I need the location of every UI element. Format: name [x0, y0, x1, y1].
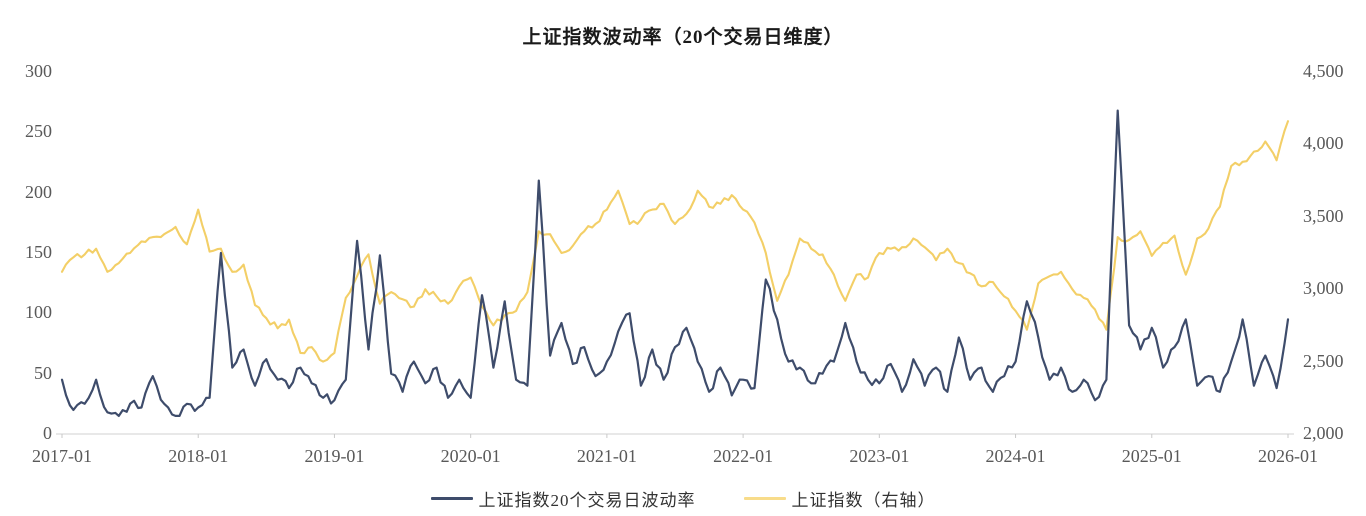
y-right-tick-label: 4,500	[1303, 61, 1344, 81]
index-legend-label: 上证指数（右轴）	[791, 491, 936, 510]
x-axis-tick-label: 2017-01	[32, 446, 92, 466]
volatility-line	[60, 109, 1290, 417]
x-axis-tick-label: 2021-01	[576, 446, 637, 466]
legend-item-volatility: 上证指数20个交易日波动率	[430, 486, 696, 511]
y-left-tick-label: 100	[25, 302, 52, 323]
x-axis-tick-label: 2022-01	[713, 446, 774, 466]
y-right-tick-label: 4,000	[1303, 133, 1344, 154]
x-axis-tick-label: 2023-01	[849, 446, 910, 466]
index-line	[60, 120, 1290, 363]
y-right-tick-label: 2,500	[1303, 350, 1344, 371]
legend-item-index: 上证指数（右轴）	[743, 486, 936, 511]
x-axis-tick-label: 2018-01	[168, 446, 229, 466]
y-left-tick-label: 0	[43, 423, 52, 443]
y-left-tick-label: 300	[25, 61, 52, 81]
x-axis-tick-label: 2019-01	[304, 446, 365, 466]
y-left-tick-label: 200	[25, 181, 52, 202]
y-left-tick-label: 250	[25, 121, 52, 142]
index-legend-swatch-icon	[743, 497, 786, 500]
x-axis-tick-label: 2024-01	[985, 446, 1046, 466]
volatility-legend-label: 上证指数20个交易日波动率	[478, 491, 696, 510]
x-axis-tick-label: 2026-01	[1258, 446, 1318, 466]
legend: 上证指数20个交易日波动率 上证指数（右轴）	[0, 486, 1366, 511]
x-axis-tick-label: 2020-01	[440, 446, 501, 466]
y-right-tick-label: 3,500	[1303, 205, 1344, 226]
y-left-tick-label: 50	[34, 362, 52, 383]
y-right-tick-label: 2,000	[1303, 423, 1344, 443]
y-right-tick-label: 3,000	[1303, 278, 1344, 299]
chart-title: 上证指数波动率（20个交易日维度）	[522, 27, 844, 48]
volatility-legend-swatch-icon	[430, 497, 473, 500]
y-left-tick-label: 150	[25, 242, 52, 262]
x-axis-tick-label: 2025-01	[1121, 446, 1182, 466]
